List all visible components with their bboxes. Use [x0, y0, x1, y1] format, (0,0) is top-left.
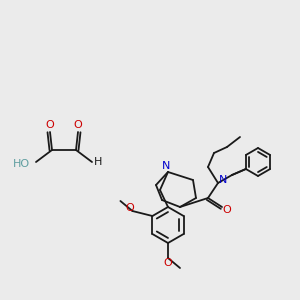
Text: O: O: [125, 203, 134, 213]
Text: O: O: [46, 120, 54, 130]
Text: O: O: [74, 120, 82, 130]
Text: N: N: [219, 175, 227, 185]
Text: HO: HO: [13, 159, 30, 169]
Text: N: N: [162, 161, 170, 171]
Text: O: O: [164, 258, 172, 268]
Text: H: H: [94, 157, 102, 167]
Text: O: O: [223, 205, 231, 215]
